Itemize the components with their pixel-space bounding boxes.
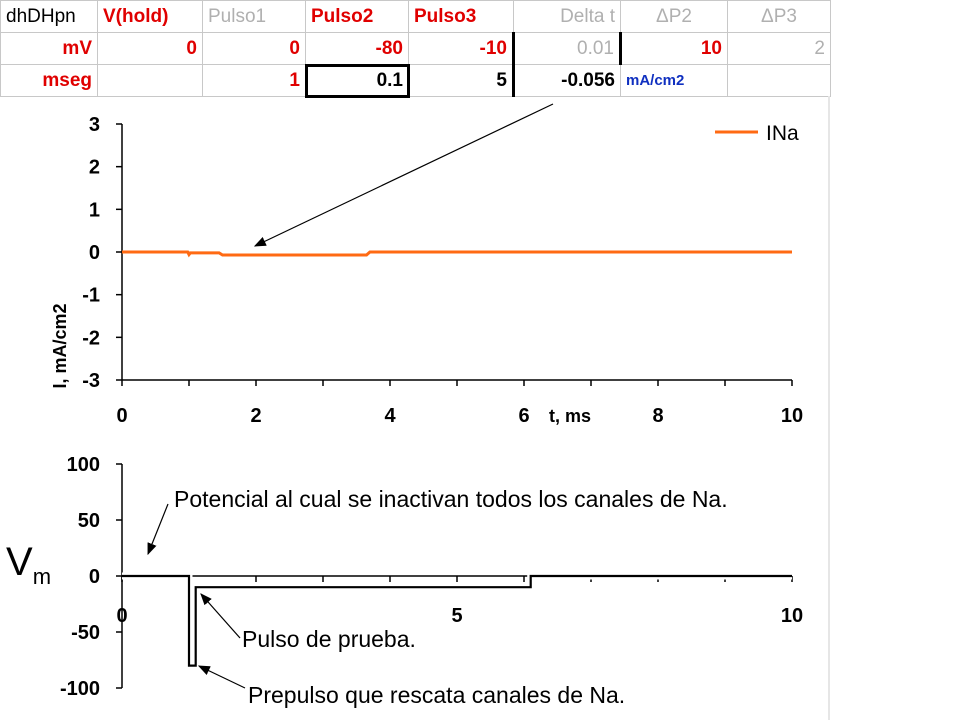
cell-dp3-mseg[interactable] [727,64,831,97]
vm-label-main: V [6,540,33,584]
header-cell-delta-t[interactable]: Delta t [513,0,621,33]
cell-vhold-mv[interactable]: 0 [97,32,203,65]
legend-label-ina: INa [766,122,799,145]
y-axis-title: I, mA/cm2 [50,303,70,388]
header-cell-pulso2[interactable]: Pulso2 [305,0,409,33]
cell-delta-t-mv[interactable]: 0.01 [513,32,622,65]
cell-delta-t-mseg[interactable]: -0.056 [513,64,621,97]
vm-series [122,572,792,670]
y-tick-label: -2 [82,327,100,349]
vm-label-sub: m [32,564,52,589]
y-tick-label: 100 [67,454,100,476]
series-line-ina [122,250,792,258]
test-pulse-arrow [200,593,241,639]
y-tick-label: 3 [89,114,100,136]
cell-dp2-mv[interactable]: 10 [620,32,728,65]
header-cell-vhold[interactable]: V(hold) [97,0,203,33]
y-tick-label: 50 [78,510,100,532]
y-tick-label: -1 [82,285,100,307]
cell-pulso2-mv[interactable]: -80 [305,32,409,65]
mv-row: mV 0 0 -80 -10 0.01 10 2 [0,32,831,65]
cell-pulso2-mseg[interactable]: 0.1 [304,63,410,98]
cell-pulso3-mv[interactable]: -10 [408,32,515,65]
x-tick-label: 10 [781,405,803,427]
inactivation-arrow [147,503,169,556]
cell-units-mseg[interactable]: mA/cm2 [620,64,728,97]
cell-pulso1-mseg[interactable]: 1 [202,64,306,97]
x-tick-label: 0 [116,405,127,427]
ina-ticks: -3 -2 -1 0 1 2 3 0 2 4 6 8 10 [82,114,803,427]
cell-vhold-mseg[interactable] [97,64,203,97]
y-tick-label: 0 [89,566,100,588]
vm-protocol-chart: -100 -50 0 50 100 0 5 10 [60,454,803,700]
y-tick-label: -50 [71,622,100,644]
mseg-row: mseg 1 0.1 5 -0.056 mA/cm2 [0,63,831,98]
ina-series [122,250,792,258]
y-tick-label: 2 [89,157,100,179]
prepulse-arrow [197,665,246,689]
x-axis-title: t, ms [549,406,591,426]
x-tick-label: 4 [384,405,396,427]
cell-dp3-mv[interactable]: 2 [727,32,831,65]
header-cell-pulso1[interactable]: Pulso1 [202,0,306,33]
header-row: dhDHpn V(hold) Pulso1 Pulso2 Pulso3 Delt… [0,0,831,33]
annotation-prepulse: Prepulso que rescata canales de Na. [248,682,626,708]
vm-axis-label: Vm [6,540,51,590]
header-cell-pulso3[interactable]: Pulso3 [408,0,514,33]
sheet-right-edge [828,96,830,720]
header-cell-dp3[interactable]: ΔP3 [727,0,831,33]
series-line-vm [122,574,792,667]
ina-current-chart: -3 -2 -1 0 1 2 3 0 2 4 6 8 10 t, ms I, mA/cm2 INa [50,103,803,427]
cell-pulso3-mseg[interactable]: 5 [408,64,515,97]
x-tick-label: 10 [781,605,803,627]
x-tick-label: 6 [518,405,529,427]
row-label-mseg[interactable]: mseg [0,64,98,97]
annotation-inactivation: Potencial al cual se inactivan todos los… [174,486,728,512]
header-cell-dp2[interactable]: ΔP2 [620,0,728,33]
spreadsheet-table: dhDHpn V(hold) Pulso1 Pulso2 Pulso3 Delt… [0,0,831,98]
x-tick-label: 8 [652,405,663,427]
x-tick-label: 5 [451,605,462,627]
callout-arrow [253,103,554,247]
annotation-test-pulse: Pulso de prueba. [242,626,416,652]
y-tick-label: -3 [82,370,100,392]
y-tick-label: 1 [89,199,100,221]
cell-pulso1-mv[interactable]: 0 [202,32,306,65]
header-cell-name[interactable]: dhDHpn [0,0,98,33]
y-tick-label: -100 [60,678,100,700]
y-tick-label: 0 [89,242,100,264]
x-tick-label: 2 [250,405,261,427]
x-tick-label: 0 [116,605,127,627]
row-label-mv[interactable]: mV [0,32,98,65]
vm-ticks: -100 -50 0 50 100 0 5 10 [60,454,803,700]
